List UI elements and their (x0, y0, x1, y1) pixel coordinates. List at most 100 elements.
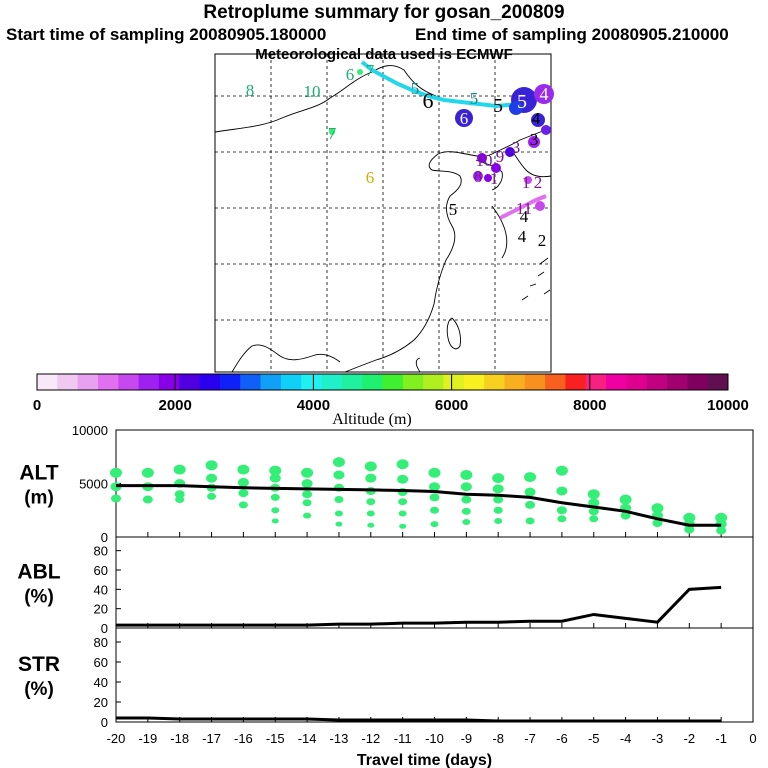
altitude-cluster-point (652, 519, 663, 528)
x-tick-label: -3 (652, 731, 664, 746)
altitude-cluster-point (619, 494, 632, 505)
altitude-cluster-point (430, 521, 439, 528)
series-line-str (116, 716, 722, 723)
altitude-cluster-point (555, 465, 568, 476)
map-label: 3 (512, 138, 521, 157)
colorbar-swatch (545, 374, 566, 390)
map-label: 5 (411, 79, 420, 98)
y-axis-unit: (m) (24, 488, 54, 509)
altitude-cluster-point (715, 512, 728, 523)
colorbar-swatch (504, 374, 526, 390)
map-label: 6 (346, 65, 355, 84)
plume-blob (357, 69, 363, 75)
altitude-cluster-point (429, 482, 440, 492)
y-axis-label: ALT (19, 462, 58, 485)
map-label: 6 (366, 168, 375, 187)
plume-blob (329, 129, 335, 135)
y-tick-label: 0 (101, 715, 108, 730)
altitude-cluster-point (429, 493, 440, 502)
altitude-cluster-point (556, 486, 568, 496)
plume-blob (477, 153, 487, 163)
plume-blobs (329, 69, 554, 211)
altitude-cluster-point (494, 517, 503, 524)
colorbar-swatch (524, 374, 546, 390)
x-tick-label: 0 (749, 731, 756, 746)
map-label: 8 (246, 81, 255, 100)
altitude-cluster-point (271, 507, 280, 514)
y-tick-label: 20 (94, 695, 108, 710)
altitude-cluster-point (556, 506, 567, 515)
altitude-cluster-point (684, 525, 695, 534)
x-tick-label: -1 (715, 731, 727, 746)
colorbar-swatch (667, 374, 688, 390)
altitude-cluster-point (111, 494, 121, 503)
altitude-cluster-point (303, 512, 312, 519)
colorbar-tick-label: 2000 (159, 397, 192, 414)
colorbar-swatch (158, 374, 180, 390)
plume-blob (528, 136, 540, 148)
map-label: 4 (518, 227, 527, 246)
colorbar-swatch (280, 374, 302, 390)
altitude-cluster-point (716, 526, 727, 535)
altitude-cluster-point (206, 473, 218, 483)
altitude-cluster-point (588, 507, 599, 516)
colorbar-swatches (37, 374, 729, 390)
y-tick-label: 5000 (79, 477, 108, 492)
x-tick-label: -7 (524, 731, 536, 746)
series-line-abl (116, 585, 722, 627)
colorbar-swatch (97, 374, 119, 390)
altitude-cluster-point (397, 474, 409, 484)
altitude-cluster-point (333, 470, 345, 480)
y-tick-label: 80 (94, 544, 108, 559)
map-label: 4 (532, 109, 541, 128)
altitude-cluster-point (492, 473, 505, 484)
altitude-cluster-point (428, 467, 441, 478)
altitude-cluster-point (365, 473, 377, 483)
plume-blob (541, 125, 551, 135)
plume-blob (491, 163, 501, 173)
colorbar-swatch (301, 374, 323, 390)
y-axis-unit: (%) (24, 679, 54, 700)
altitude-cluster-point (366, 510, 375, 517)
x-tick-label: -19 (138, 731, 157, 746)
plume-blob (534, 84, 554, 104)
map-label: 10 (304, 82, 321, 101)
colorbar-swatch (219, 374, 241, 390)
colorbar-swatch (565, 374, 587, 390)
altitude-cluster-point (269, 473, 281, 483)
altitude-cluster-point (620, 511, 631, 520)
y-tick-label: 60 (94, 655, 108, 670)
altitude-cluster-point (332, 457, 345, 468)
altitude-cluster-point (141, 467, 154, 478)
altitude-cluster-point (270, 493, 280, 501)
colorbar-swatch (321, 374, 343, 390)
x-tick-label: -12 (361, 731, 380, 746)
altitude-cluster-point (174, 490, 185, 499)
altitude-cluster-point (589, 515, 599, 523)
altitude-cluster-point (524, 487, 536, 497)
map-label: 2 (538, 231, 547, 250)
colorbar-swatch (707, 374, 729, 390)
map-label: 6 (423, 88, 434, 113)
y-tick-label: 60 (94, 563, 108, 578)
x-axis-label: Travel time (days) (357, 752, 492, 768)
colorbar-swatch (199, 374, 221, 390)
altitude-cluster-point (335, 521, 343, 527)
colorbar-label: Altitude (m) (332, 411, 412, 428)
altitude-cluster-point (237, 477, 249, 487)
chart-title: Retroplume summary for gosan_200809 (203, 2, 565, 23)
colorbar-tick-labels: 0 2000 4000 6000 8000 10000 (33, 374, 749, 414)
end-time-label: End time of sampling 20080905.210000 (415, 25, 729, 44)
panel-frame (115, 536, 754, 629)
x-tick-label: -6 (556, 731, 568, 746)
x-tick-label: -5 (588, 731, 600, 746)
map-label: 5 (449, 200, 458, 219)
altitude-cluster-point (334, 510, 343, 517)
altitude-cluster-point (588, 498, 600, 508)
altitude-cluster-point (237, 464, 250, 475)
altitude-cluster-point (399, 523, 407, 529)
plume-blob (509, 101, 523, 115)
altitude-cluster-point (302, 499, 312, 507)
trajectory-violet (499, 194, 547, 220)
